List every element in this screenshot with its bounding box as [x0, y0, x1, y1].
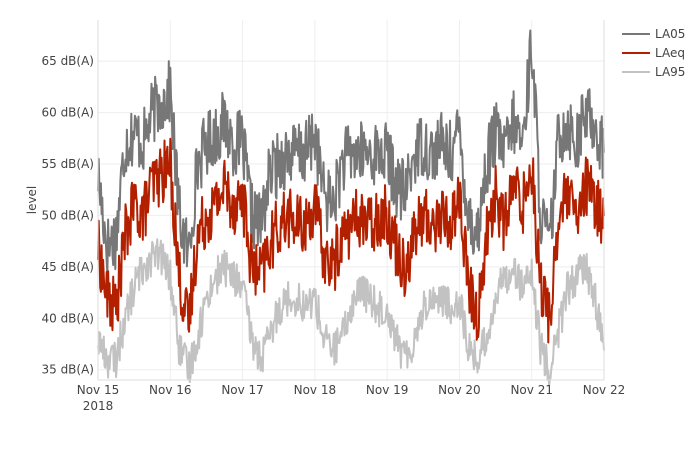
axis-layer: 35 dB(A) 40 dB(A) 45 dB(A) 50 dB(A) 55 dB(A)…	[41, 20, 625, 413]
y-tick-label-5: 60 dB(A)	[41, 106, 94, 120]
series-line-LA05	[97, 29, 605, 276]
series-line-LAeq	[97, 137, 605, 344]
x-tick-label-2: Nov 17	[221, 383, 264, 397]
x-tick-label-7: Nov 22	[583, 383, 626, 397]
y-tick-label-1: 40 dB(A)	[41, 311, 94, 325]
series-layer	[97, 29, 605, 387]
y-tick-label-4: 55 dB(A)	[41, 157, 94, 171]
y-tick-label-2: 45 dB(A)	[41, 260, 94, 274]
x-tick-label-5: Nov 20	[438, 383, 481, 397]
x-tick-label-3: Nov 18	[294, 383, 337, 397]
x-tick-label-6: Nov 21	[510, 383, 553, 397]
x-tick-label-1: Nov 16	[149, 383, 192, 397]
series-line-LA95	[97, 238, 605, 387]
legend-label-LAeq: LAeq	[655, 46, 685, 60]
legend-item-LAeq[interactable]: LAeq	[622, 46, 685, 60]
y-axis-title: level	[25, 186, 39, 215]
x-tick-label-4: Nov 19	[366, 383, 409, 397]
legend-item-LA95[interactable]: LA95	[622, 65, 685, 79]
legend-label-LA95: LA95	[655, 65, 685, 79]
y-tick-label-0: 35 dB(A)	[41, 363, 94, 377]
legend-item-LA05[interactable]: LA05	[622, 27, 685, 41]
x-tick-label-0: Nov 15	[77, 383, 120, 397]
y-tick-label-6: 65 dB(A)	[41, 54, 94, 68]
y-tick-label-3: 50 dB(A)	[41, 208, 94, 222]
legend[interactable]: LA05 LAeq LA95	[622, 27, 685, 79]
x-tick-sublabel-0: 2018	[83, 399, 114, 413]
legend-label-LA05: LA05	[655, 27, 685, 41]
